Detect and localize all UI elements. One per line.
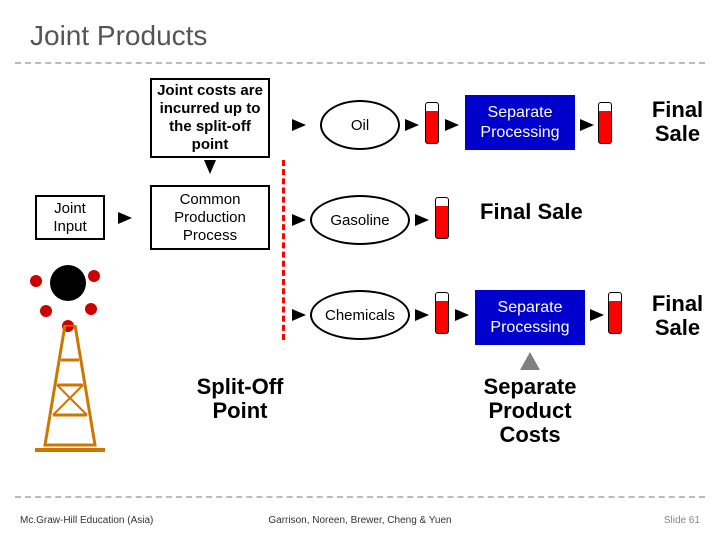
chemicals-label: Chemicals	[325, 307, 395, 324]
split-off-point-label: Split-Off Point	[180, 375, 300, 423]
chemicals-oval: Chemicals	[310, 290, 410, 340]
arrow-right-icon	[405, 119, 419, 131]
final-sale-3: Final Sale	[635, 292, 720, 340]
final-sale-2: Final Sale	[480, 200, 583, 224]
tube-icon	[425, 102, 439, 144]
arrow-right-icon	[580, 119, 594, 131]
arrow-right-icon	[292, 309, 306, 321]
arrow-up-icon	[520, 352, 540, 370]
joint-input-box: Joint Input	[35, 195, 105, 240]
gasoline-label: Gasoline	[330, 212, 389, 229]
arrow-right-icon	[445, 119, 459, 131]
footer-divider	[15, 496, 705, 498]
arrow-right-icon	[292, 119, 306, 131]
sep-proc-label: Separate Processing	[479, 298, 581, 336]
sep-proc-label: Separate Processing	[469, 103, 571, 141]
tower-icon	[35, 325, 105, 455]
common-process-box: Common Production Process	[150, 185, 270, 250]
tube-icon	[435, 197, 449, 239]
tube-icon	[598, 102, 612, 144]
arrow-right-icon	[415, 214, 429, 226]
joint-costs-label: Joint costs are incurred up to the split…	[156, 82, 264, 154]
joint-costs-box: Joint costs are incurred up to the split…	[150, 78, 270, 158]
arrow-right-icon	[455, 309, 469, 321]
page-title: Joint Products	[30, 20, 207, 52]
separate-processing-2: Separate Processing	[475, 290, 585, 345]
separate-product-costs-label: Separate Product Costs	[465, 375, 595, 448]
separate-processing-1: Separate Processing	[465, 95, 575, 150]
common-process-label: Common Production Process	[156, 191, 264, 245]
arrow-right-icon	[292, 214, 306, 226]
arrow-right-icon	[415, 309, 429, 321]
oil-oval: Oil	[320, 100, 400, 150]
oil-derrick-icon	[20, 255, 120, 465]
oil-label: Oil	[351, 117, 369, 134]
arrow-right-icon	[118, 212, 132, 224]
joint-input-label: Joint Input	[41, 200, 99, 236]
tube-icon	[435, 292, 449, 334]
tube-icon	[608, 292, 622, 334]
gasoline-oval: Gasoline	[310, 195, 410, 245]
arrow-down-icon	[204, 160, 216, 174]
arrow-right-icon	[590, 309, 604, 321]
final-sale-1: Final Sale	[635, 98, 720, 146]
split-off-line	[282, 160, 285, 340]
header-divider	[15, 62, 705, 64]
footer-center: Garrison, Noreen, Brewer, Cheng & Yuen	[0, 515, 720, 526]
footer-right: Slide 61	[664, 515, 700, 526]
